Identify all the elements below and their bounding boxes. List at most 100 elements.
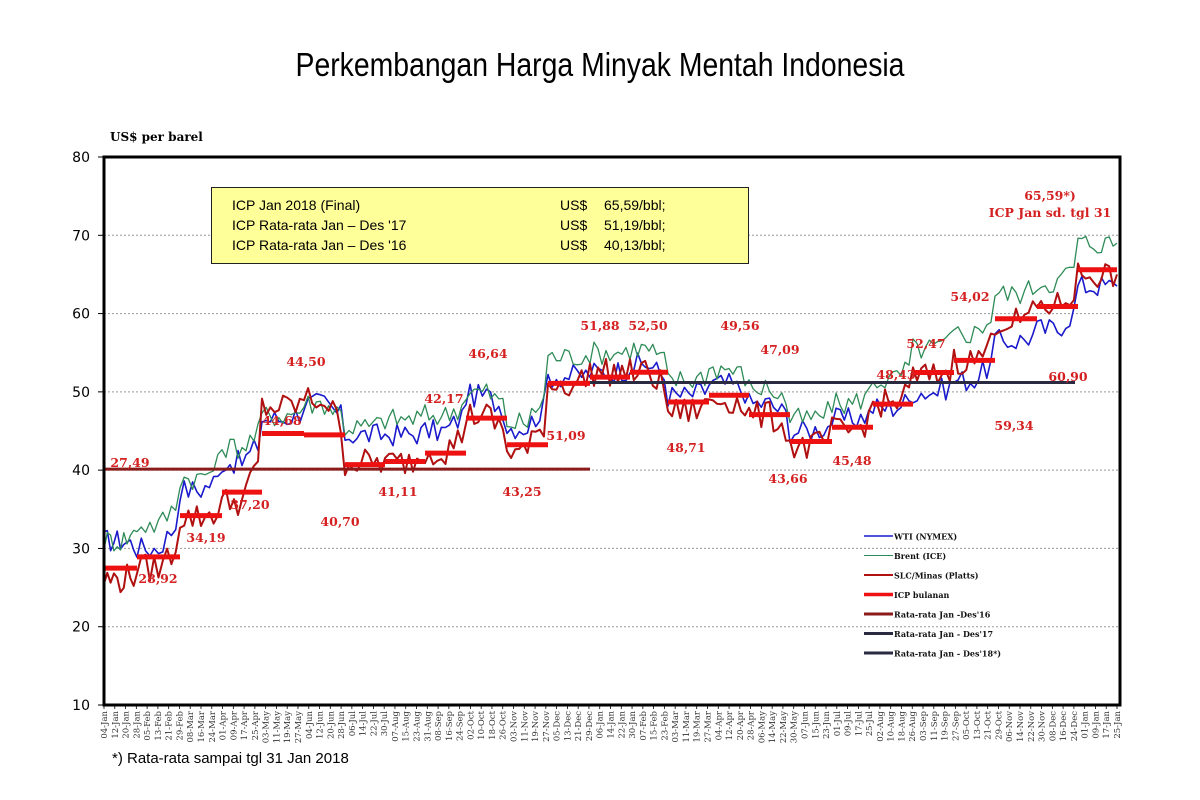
icp-value-label: 48,43: [876, 367, 915, 382]
icp-value-label: 41,11: [378, 484, 417, 499]
summary-row: ICP Jan 2018 (Final) US$ 65,59/bbl;: [232, 196, 742, 214]
x-axis-ticks: 04-Jan 12-Jan 20-Jan 28-Jan 05-Feb 13-Feb 21-F…: [100, 705, 1123, 743]
x-tick-label: 01-Jul: [833, 711, 843, 737]
x-tick-label: 11-Nov: [520, 711, 530, 742]
icp-value-label: 40,70: [320, 514, 359, 529]
icp-value-label: 60,90: [1048, 369, 1087, 384]
legend-label: SLC/Minas (Platts): [894, 571, 979, 581]
icp-monthly-bars: [104, 267, 1117, 571]
x-tick-label: 27-Nov: [542, 711, 552, 742]
chart-title: Perkembangan Harga Minyak Mentah Indones…: [295, 46, 905, 83]
y-axis-ticks: 10 20 30 40 50 60 70 80: [72, 150, 104, 714]
x-tick-label: 08-Sep: [434, 710, 444, 741]
x-tick-label: 04-Apr: [714, 710, 724, 740]
x-tick-label: 08-Dec: [1048, 711, 1058, 742]
x-tick-label: 19-Nov: [531, 711, 541, 742]
x-tick-label: 13-Feb: [154, 710, 164, 740]
x-tick-label: 07-Aug: [391, 710, 401, 741]
summary-label: ICP Rata-rata Jan – Des '17: [232, 217, 407, 233]
x-tick-label: 03-Nov: [510, 711, 520, 742]
x-tick-label: 29-Feb: [175, 710, 185, 740]
x-tick-label: 19-Mar: [693, 710, 703, 742]
x-tick-label: 17-Apr: [240, 710, 250, 740]
annotation-caption: ICP Jan sd. tgl 31: [989, 205, 1112, 220]
summary-label: ICP Rata-rata Jan – Des '16: [232, 237, 407, 253]
legend: WTI (NYMEX) Brent (ICE) SLC/Minas (Platts)…: [864, 532, 1001, 659]
jan-2018-annotation: 65,59*) ICP Jan sd. tgl 31: [989, 188, 1112, 220]
x-tick-label: 20-Jan: [122, 710, 132, 738]
summary-currency: US$: [560, 217, 588, 233]
x-tick-label: 25-Jan: [1113, 710, 1123, 738]
icp-value-label: 42,17: [424, 391, 463, 406]
summary-value: 51,19/bbl;: [604, 217, 666, 233]
x-tick-label: 25-Apr: [251, 710, 261, 740]
x-tick-label: 17-Jul: [854, 711, 864, 737]
x-tick-label: 16-Sep: [445, 710, 455, 741]
summary-row: ICP Rata-rata Jan – Des '17 US$ 51,19/bb…: [232, 216, 742, 234]
icp-summary-box: ICP Jan 2018 (Final) US$ 65,59/bbl; ICP …: [211, 187, 749, 264]
y-tick-label: 40: [72, 463, 90, 479]
x-tick-label: 06-May: [757, 711, 767, 743]
x-tick-label: 30-Nov: [1038, 711, 1048, 742]
x-tick-label: 19-Sep: [941, 710, 951, 741]
x-tick-label: 21-Oct: [984, 710, 994, 739]
icp-value-label: 52,47: [906, 336, 945, 351]
y-tick-label: 60: [72, 307, 90, 323]
x-tick-label: 26-Oct: [499, 710, 509, 739]
x-tick-label: 07-Feb: [639, 710, 649, 740]
x-tick-label: 03-May: [262, 711, 272, 743]
x-tick-label: 12-Jan: [111, 710, 121, 738]
icp-value-label: 27,49: [110, 455, 149, 470]
x-tick-label: 09-Jan: [1091, 710, 1101, 738]
x-tick-label: 06-Nov: [1005, 711, 1015, 742]
x-tick-label: 06-Jul: [348, 711, 358, 737]
y-tick-label: 50: [72, 385, 90, 401]
x-tick-label: 30-May: [790, 711, 800, 743]
icp-value-labels: 27,49 28,92 34,19 37,20 44,68 44,50 40,70 41,11…: [110, 289, 1087, 586]
x-tick-label: 26-Aug: [908, 710, 918, 741]
summary-currency: US$: [560, 237, 588, 253]
x-tick-label: 25-Jul: [865, 711, 875, 737]
x-tick-label: 29-Oct: [994, 710, 1004, 739]
legend-label: WTI (NYMEX): [893, 532, 957, 542]
x-tick-label: 28-Jun: [337, 710, 347, 739]
icp-value-label: 51,09: [546, 428, 585, 443]
footnote: *) Rata-rata sampai tgl 31 Jan 2018: [112, 750, 349, 767]
x-tick-label: 18-Oct: [488, 710, 498, 739]
icp-value-label: 49,56: [720, 318, 759, 333]
x-tick-label: 02-Aug: [876, 710, 886, 741]
x-tick-label: 05-Dec: [553, 711, 563, 742]
x-tick-label: 09-Jul: [844, 711, 854, 737]
x-tick-label: 23-Jun: [822, 710, 832, 739]
x-tick-label: 11-Sep: [930, 710, 940, 741]
x-tick-label: 08-Mar: [186, 710, 196, 742]
x-tick-label: 10-Aug: [887, 710, 897, 741]
brent-line: [103, 235, 1118, 552]
icp-value-label: 44,50: [286, 354, 325, 369]
x-tick-label: 22-Jul: [369, 711, 379, 737]
x-tick-label: 12-Jun: [316, 710, 326, 739]
plot-frame: [102, 155, 1122, 707]
x-tick-label: 02-Oct: [466, 710, 476, 739]
x-tick-label: 05-Oct: [962, 710, 972, 739]
y-tick-label: 10: [72, 698, 90, 714]
x-tick-label: 28-Jan: [132, 710, 142, 738]
summary-row: ICP Rata-rata Jan – Des '16 US$ 40,13/bb…: [232, 236, 742, 254]
legend-label: Rata-rata Jan - Des'18*): [894, 649, 1001, 659]
x-tick-label: 14-Jul: [359, 711, 369, 737]
x-tick-label: 15-Feb: [650, 710, 660, 740]
summary-currency: US$: [560, 197, 588, 213]
x-tick-label: 23-Aug: [413, 710, 423, 741]
x-tick-label: 21-Feb: [165, 710, 175, 740]
icp-value-label: 43,25: [502, 484, 541, 499]
legend-label: ICP bulanan: [894, 590, 950, 600]
x-tick-label: 18-Aug: [897, 710, 907, 741]
x-tick-label: 14-Nov: [1016, 711, 1026, 742]
icp-value-label: 43,66: [768, 471, 807, 486]
x-tick-label: 17-Jan: [1102, 710, 1112, 738]
x-tick-label: 24-Dec: [1070, 711, 1080, 742]
x-tick-label: 11-Mar: [682, 710, 692, 742]
x-tick-label: 01-Jan: [1081, 710, 1091, 738]
x-tick-label: 30-Jan: [628, 710, 638, 738]
x-tick-label: 27-May: [294, 711, 304, 743]
